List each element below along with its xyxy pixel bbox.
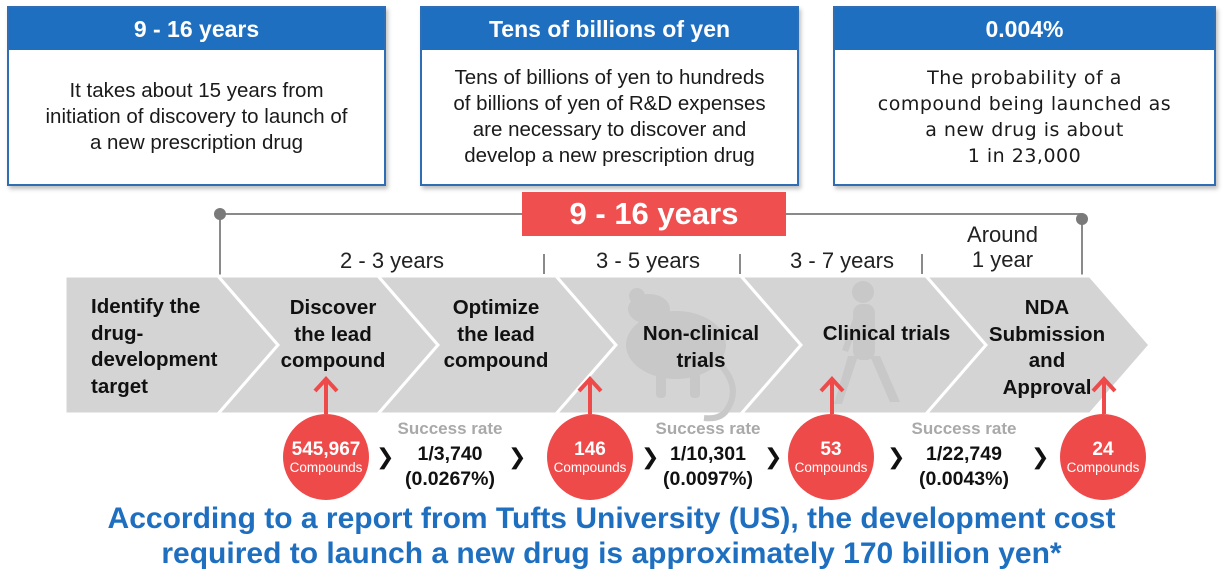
- stage-label-clinical: Clinical trials: [822, 322, 951, 345]
- chevron-right-icon: ❯: [376, 444, 395, 469]
- chevron-right-icon: ❯: [641, 444, 660, 469]
- success-rate-percent: (0.0043%): [919, 468, 1009, 490]
- chevron-right-icon: ❯: [508, 444, 527, 469]
- success-rate-block: Success rate 1/10,301 (0.0097%): [633, 419, 783, 491]
- duration-label: 2 - 3 years: [340, 248, 444, 273]
- success-rate-percent: (0.0097%): [663, 468, 753, 490]
- stage-label-target: Identify the drug- development target: [91, 295, 218, 398]
- stage-label-approval: NDA Submission and Approval: [988, 296, 1106, 399]
- timeline-tick: [543, 254, 545, 274]
- compound-count: 146: [574, 438, 606, 460]
- stage-label-discover: Discover the lead compound: [280, 296, 386, 372]
- card-title: 9 - 16 years: [9, 8, 384, 50]
- compound-count: 24: [1092, 438, 1114, 460]
- compound-count: 545,967: [291, 438, 361, 460]
- duration-label: 3 - 5 years: [596, 248, 700, 273]
- card-text: It takes about 15 years from initiation …: [45, 79, 348, 154]
- success-rate-label: Success rate: [655, 419, 761, 438]
- compound-count-bubble: 146 Compounds: [547, 414, 633, 500]
- card-title: Tens of billions of yen: [422, 8, 797, 50]
- card-title: 0.004%: [835, 8, 1214, 50]
- compound-unit: Compounds: [553, 459, 627, 475]
- rat-icon: [626, 288, 736, 422]
- chevron-right-icon: ❯: [1031, 444, 1050, 469]
- compound-unit: Compounds: [794, 459, 868, 475]
- timeline-bracket-right: [1081, 219, 1083, 276]
- timeline-bracket-left: [219, 214, 221, 276]
- card-text: Tens of billions of yen to hundreds of b…: [453, 66, 766, 167]
- footer-note-line-2: required to launch a new drug is approxi…: [161, 537, 1062, 570]
- stage-label-optimize: Optimize the lead compound: [443, 296, 549, 372]
- duration-label: Around 1 year: [967, 222, 1038, 272]
- up-arrow-icon: [577, 376, 603, 393]
- compound-count: 53: [820, 438, 842, 460]
- timeline-tick: [921, 254, 923, 274]
- stage-arrow: [922, 274, 1152, 416]
- footer-note-line-1: According to a report from Tufts Univers…: [107, 502, 1116, 535]
- compound-unit: Compounds: [1066, 459, 1140, 475]
- success-rate-fraction: 1/22,749: [926, 443, 1002, 465]
- info-card-duration: 9 - 16 years It takes about 15 years fro…: [7, 6, 386, 186]
- walking-person-icon: [834, 281, 900, 404]
- stage-label-nonclinical: Non-clinical trials: [642, 322, 760, 372]
- chevron-right-icon: ❯: [764, 444, 783, 469]
- up-arrow-icon: [313, 376, 339, 393]
- chevron-right-icon: ❯: [887, 444, 906, 469]
- compound-count-bubble: 24 Compounds: [1060, 414, 1146, 500]
- success-rate-block: Success rate 1/3,740 (0.0267%): [375, 419, 525, 491]
- success-rate-percent: (0.0267%): [405, 468, 495, 490]
- success-rate-label: Success rate: [397, 419, 503, 438]
- compound-unit: Compounds: [289, 459, 363, 475]
- card-text: The probability of a compound being laun…: [877, 67, 1172, 167]
- timeline-dot-start: [214, 208, 226, 220]
- success-rate-label: Success rate: [911, 419, 1017, 438]
- success-rate-block: Success rate 1/22,749 (0.0043%): [889, 419, 1039, 491]
- success-rate-fraction: 1/3,740: [417, 443, 483, 465]
- info-card-probability: 0.004% The probability of a compound bei…: [833, 6, 1216, 186]
- compound-count-bubble: 545,967 Compounds: [283, 414, 369, 500]
- up-arrow-icon: [1091, 376, 1117, 393]
- info-card-cost: Tens of billions of yen Tens of billions…: [420, 6, 799, 186]
- up-arrow-icon: [819, 376, 845, 393]
- duration-label: 3 - 7 years: [790, 248, 894, 273]
- timeline-tick: [739, 254, 741, 274]
- success-rate-fraction: 1/10,301: [670, 443, 746, 465]
- compound-count-bubble: 53 Compounds: [788, 414, 874, 500]
- total-duration-banner: 9 - 16 years: [522, 192, 786, 236]
- timeline-dot-end: [1076, 213, 1088, 225]
